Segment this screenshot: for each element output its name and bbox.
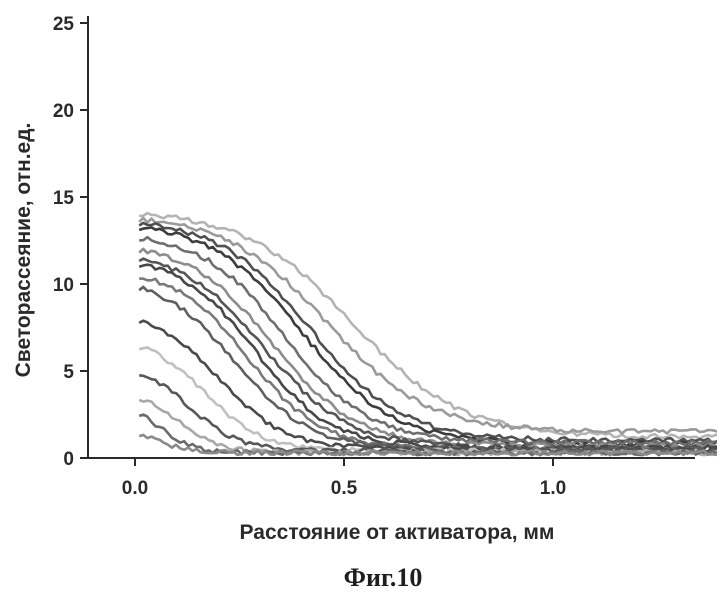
y-tick-label: 25: [53, 14, 75, 35]
series-line: [139, 249, 717, 448]
x-tick-label: 1.0: [540, 478, 566, 499]
y-tick-label: 10: [53, 275, 74, 296]
y-tick-label: 5: [63, 362, 74, 383]
series-line: [139, 259, 717, 450]
series-layer: [139, 213, 717, 455]
y-axis-label: Светорассеяние, отн.ед.: [12, 123, 35, 378]
y-tick-label: 20: [53, 101, 74, 122]
y-tick-label: 15: [53, 188, 75, 209]
series-line: [139, 287, 717, 452]
x-axis-label: Расстояние от активатора, мм: [240, 521, 555, 544]
y-ticks: 0 5 10 15 20 25: [53, 14, 88, 470]
x-tick-label: 0.0: [122, 478, 148, 499]
x-tick-label: 0.5: [331, 478, 358, 499]
y-tick-label: 0: [63, 449, 74, 470]
figure-caption: Фиг.10: [344, 563, 423, 592]
series-line: [139, 218, 717, 434]
x-ticks: 0.00.51.01.52.02.5: [122, 458, 717, 499]
